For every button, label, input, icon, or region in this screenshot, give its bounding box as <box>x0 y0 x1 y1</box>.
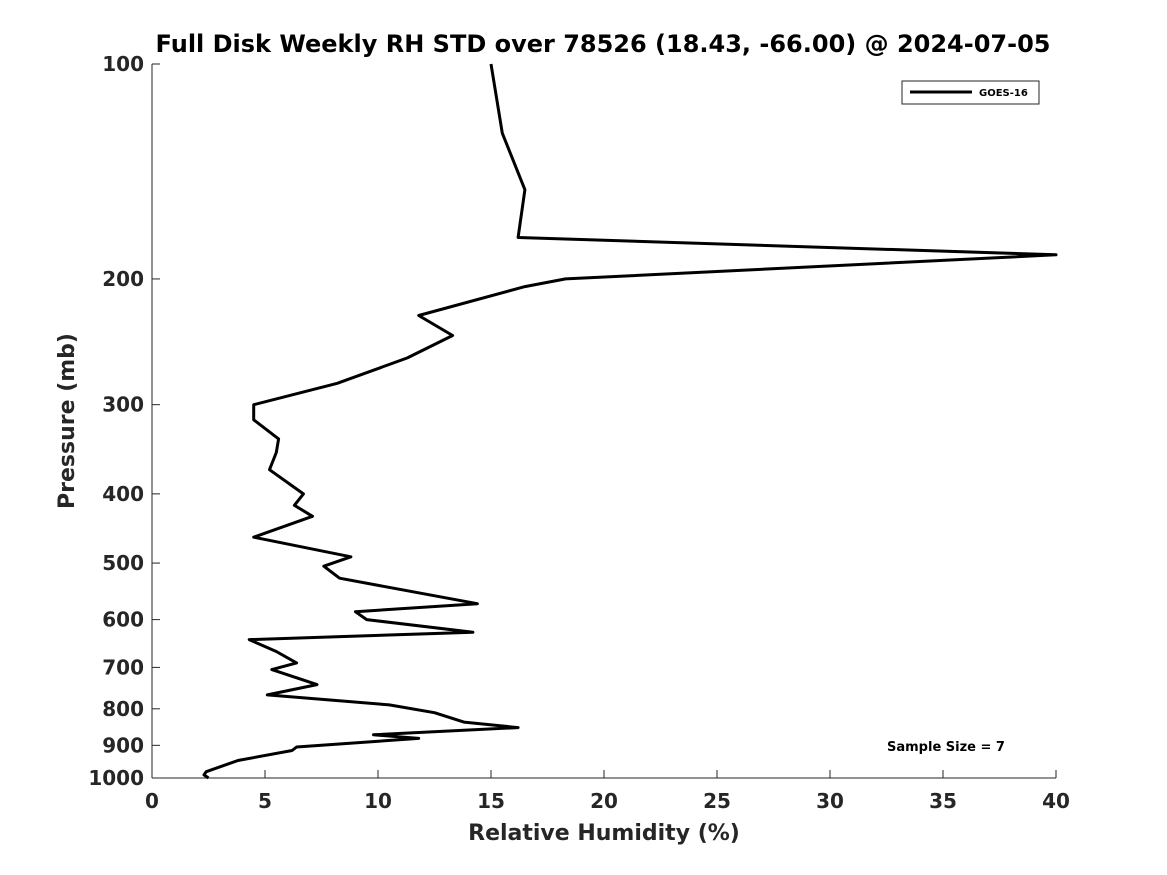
y-tick-label: 200 <box>102 267 144 291</box>
chart-title: Full Disk Weekly RH STD over 78526 (18.4… <box>156 30 1051 58</box>
legend[interactable]: GOES-16 <box>901 80 1040 105</box>
x-tick-label: 40 <box>1042 789 1070 813</box>
series-group <box>202 63 1058 780</box>
x-tick-label: 20 <box>590 789 618 813</box>
x-tick-label: 35 <box>929 789 957 813</box>
y-tick-label: 100 <box>102 52 144 76</box>
x-tick-label: 5 <box>258 789 272 813</box>
y-axis-label: Pressure (mb) <box>55 333 80 509</box>
axes <box>151 64 1056 779</box>
y-tick-label: 500 <box>102 551 144 575</box>
x-tick-label: 15 <box>477 789 505 813</box>
x-axis-label: Relative Humidity (%) <box>468 821 740 846</box>
y-tick-label: 400 <box>102 482 144 506</box>
series-line-goes-16 <box>202 63 1058 780</box>
legend-label: GOES-16 <box>979 88 1028 99</box>
x-ticks: 0 5 10 15 20 25 30 35 40 <box>145 770 1070 813</box>
x-tick-label: 30 <box>816 789 844 813</box>
y-ticks: 100 200 300 400 500 600 700 800 900 1000 <box>88 52 160 790</box>
x-tick-label: 10 <box>364 789 392 813</box>
y-tick-label: 600 <box>102 608 144 632</box>
y-tick-label: 800 <box>102 697 144 721</box>
y-tick-label: 700 <box>102 655 144 679</box>
y-tick-label: 300 <box>102 393 144 417</box>
x-tick-label: 0 <box>145 789 159 813</box>
y-tick-label: 1000 <box>88 766 144 790</box>
sample-size-note: Sample Size = 7 <box>887 740 1005 755</box>
x-tick-label: 25 <box>703 789 731 813</box>
y-tick-label: 900 <box>102 733 144 757</box>
